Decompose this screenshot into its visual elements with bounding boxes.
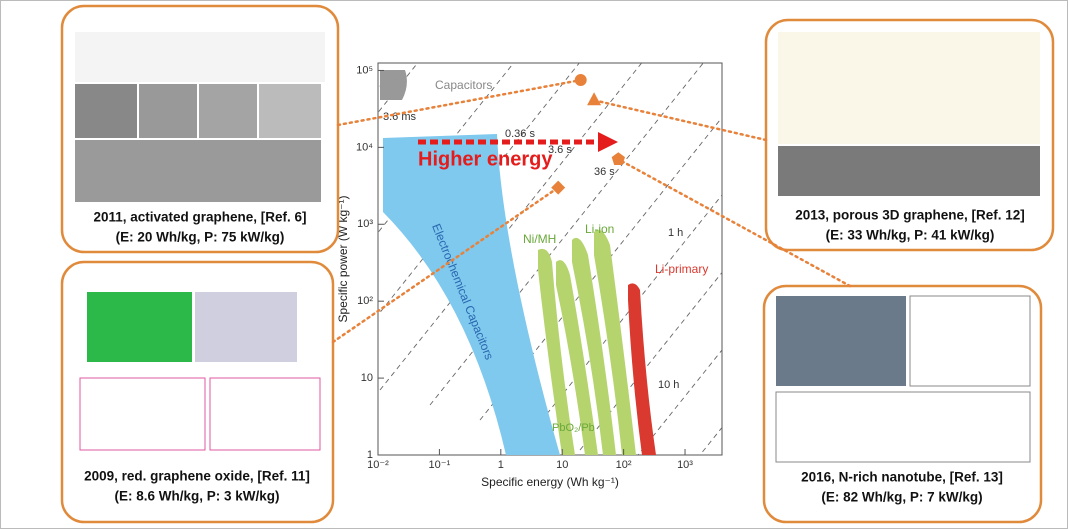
capacitors-label: Capacitors xyxy=(435,78,492,92)
image xyxy=(910,296,1030,386)
liprimary-label: Li-primary xyxy=(655,262,708,276)
nimh-label: Ni/MH xyxy=(523,232,556,246)
image xyxy=(199,84,257,138)
liion-label: Li-ion xyxy=(585,222,614,236)
figure: Capacitors 3.6 ms 0.36 s 3.6 s 36 s 1 h … xyxy=(0,0,1068,529)
image xyxy=(75,140,321,202)
time-label: 1 h xyxy=(668,227,683,239)
image xyxy=(139,84,197,138)
image xyxy=(210,378,320,450)
callout-caption: 2011, activated graphene, [Ref. 6] xyxy=(93,210,306,225)
callout-caption: 2016, N-rich nanotube, [Ref. 13] xyxy=(801,470,1003,485)
x-tick-label: 10³ xyxy=(677,459,693,471)
x-tick-label: 10 xyxy=(556,459,568,471)
y-tick-label: 10³ xyxy=(357,218,373,230)
x-tick-label: 1 xyxy=(498,459,504,471)
image xyxy=(80,378,205,450)
image xyxy=(259,84,321,138)
x-tick-label: 10² xyxy=(616,459,632,471)
marker xyxy=(575,74,587,86)
y-tick-label: 10⁵ xyxy=(356,64,373,76)
image xyxy=(195,292,297,362)
callout-detail: (E: 8.6 Wh/kg, P: 3 kW/kg) xyxy=(114,489,279,504)
image xyxy=(778,146,1040,196)
image xyxy=(75,32,325,82)
time-label: 10 h xyxy=(658,379,679,391)
callout-caption: 2009, red. graphene oxide, [Ref. 11] xyxy=(84,469,310,484)
callout-detail: (E: 82 Wh/kg, P: 7 kW/kg) xyxy=(821,490,982,505)
y-tick-label: 10² xyxy=(357,295,373,307)
x-axis-label: Specific energy (Wh kg⁻¹) xyxy=(481,475,619,489)
time-label: 3.6 ms xyxy=(383,111,417,123)
callout-detail: (E: 20 Wh/kg, P: 75 kW/kg) xyxy=(116,230,285,245)
image xyxy=(778,32,1040,144)
time-label: 0.36 s xyxy=(505,128,535,140)
callout-caption: 2013, porous 3D graphene, [Ref. 12] xyxy=(795,208,1025,223)
y-tick-label: 1 xyxy=(367,449,373,461)
image xyxy=(776,296,906,386)
image xyxy=(75,84,137,138)
callout-detail: (E: 33 Wh/kg, P: 41 kW/kg) xyxy=(826,228,995,243)
pbo2-label: PbO₂/Pb xyxy=(552,422,595,434)
x-tick-label: 10⁻¹ xyxy=(429,459,451,471)
image xyxy=(87,292,192,362)
image xyxy=(776,392,1030,462)
y-tick-label: 10 xyxy=(361,372,373,384)
time-label: 36 s xyxy=(594,166,615,178)
higher-energy-label: Higher energy xyxy=(418,148,553,170)
y-tick-label: 10⁴ xyxy=(356,141,373,153)
